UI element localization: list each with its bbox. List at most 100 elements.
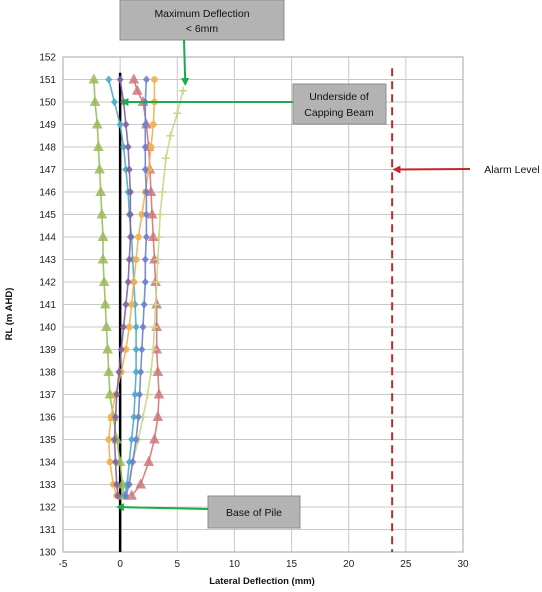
capping-beam-label-line2: Capping Beam: [304, 107, 374, 119]
data-point: [166, 131, 175, 140]
plot-area-border: [62, 56, 464, 553]
data-point: [143, 455, 155, 466]
data-point: [122, 120, 130, 129]
x-tick-label: 20: [343, 559, 355, 570]
data-point: [113, 390, 121, 399]
y-tick-label: 143: [39, 255, 56, 266]
data-point: [149, 121, 157, 128]
y-tick-label: 145: [39, 210, 56, 221]
data-point: [98, 275, 110, 286]
y-tick-label: 142: [39, 278, 56, 289]
data-point: [150, 323, 159, 331]
data-point: [155, 233, 163, 241]
y-axis-label: RL (m AHD): [4, 288, 15, 341]
data-point: [112, 413, 120, 421]
x-tick-label: 25: [400, 559, 412, 570]
data-point: [117, 345, 125, 354]
data-point: [102, 343, 113, 354]
data-point: [158, 188, 167, 196]
x-tick-label: 10: [229, 559, 241, 570]
series-7: [122, 75, 150, 500]
data-point: [112, 458, 120, 466]
data-point: [124, 278, 132, 286]
data-point: [135, 478, 147, 489]
series-line: [107, 79, 137, 496]
x-tick-label: 15: [286, 559, 298, 570]
y-tick-label: 133: [39, 480, 56, 491]
data-point: [120, 323, 128, 331]
y-tick-label: 136: [39, 413, 56, 424]
data-point: [88, 73, 100, 84]
data-point: [147, 143, 155, 151]
data-point: [105, 436, 113, 443]
y-tick-label: 152: [39, 53, 56, 64]
data-point: [143, 390, 152, 399]
y-tick-label: 131: [39, 525, 56, 536]
data-point: [147, 368, 155, 376]
max-deflection-arrow: [181, 39, 190, 86]
data-point: [122, 491, 130, 500]
data-point: [131, 390, 139, 399]
data-point: [135, 233, 142, 241]
data-point: [99, 298, 111, 309]
data-point: [124, 143, 132, 151]
base-of-pile-arrow: [115, 503, 209, 512]
data-point: [140, 300, 148, 309]
data-point: [105, 75, 113, 84]
y-tick-label: 149: [39, 120, 56, 131]
data-point: [125, 255, 133, 264]
alarm-level-label: Alarm Level: [484, 164, 539, 176]
y-tick-label: 140: [39, 323, 56, 334]
data-point: [152, 410, 164, 421]
y-tick-label: 148: [39, 143, 56, 154]
annotations: Maximum Deflection < 6mm Underside of Ca…: [115, 0, 540, 529]
data-point: [139, 323, 147, 331]
data-point: [149, 433, 160, 444]
data-point: [116, 120, 124, 129]
series-line: [107, 79, 156, 497]
axis-ticks: 130 131 132 133 134 135 136 137 138 139 140 141 142 1…: [39, 53, 469, 571]
data-point: [132, 435, 140, 444]
data-point: [128, 435, 136, 444]
data-point: [93, 140, 104, 151]
data-point: [125, 480, 133, 489]
data-point: [113, 480, 121, 489]
data-point: [152, 365, 164, 376]
x-tick-label: 5: [175, 559, 181, 570]
data-point: [126, 233, 134, 241]
base-of-pile-label: Base of Pile: [226, 507, 282, 519]
capping-beam-callout-box: [292, 83, 387, 125]
data-point: [128, 73, 140, 84]
data-point: [104, 388, 116, 399]
y-tick-label: 147: [39, 165, 56, 176]
data-point: [134, 413, 142, 421]
data-point: [103, 365, 115, 376]
data-point: [130, 413, 138, 421]
data-series: [88, 73, 187, 500]
data-point: [122, 346, 130, 353]
base-of-pile-callout-box: [207, 495, 301, 529]
data-point: [129, 458, 137, 466]
data-point: [97, 230, 109, 241]
data-point: [120, 143, 128, 151]
series-line: [125, 79, 148, 497]
y-tick-label: 135: [39, 435, 56, 446]
y-tick-label: 137: [39, 390, 56, 401]
data-point: [161, 154, 170, 163]
data-point: [132, 368, 140, 376]
y-tick-label: 132: [39, 503, 56, 514]
data-point: [141, 143, 149, 151]
data-point: [125, 323, 133, 331]
data-point: [179, 86, 187, 95]
data-point: [128, 301, 135, 308]
y-tick-label: 141: [39, 300, 56, 311]
data-point: [126, 188, 134, 196]
data-point: [107, 413, 115, 421]
data-point: [96, 208, 108, 219]
y-tick-label: 130: [39, 548, 56, 559]
reference-lines: [118, 68, 394, 552]
data-point: [141, 165, 149, 174]
x-tick-label: -5: [59, 559, 68, 570]
alarm-level-arrow: [392, 165, 471, 174]
